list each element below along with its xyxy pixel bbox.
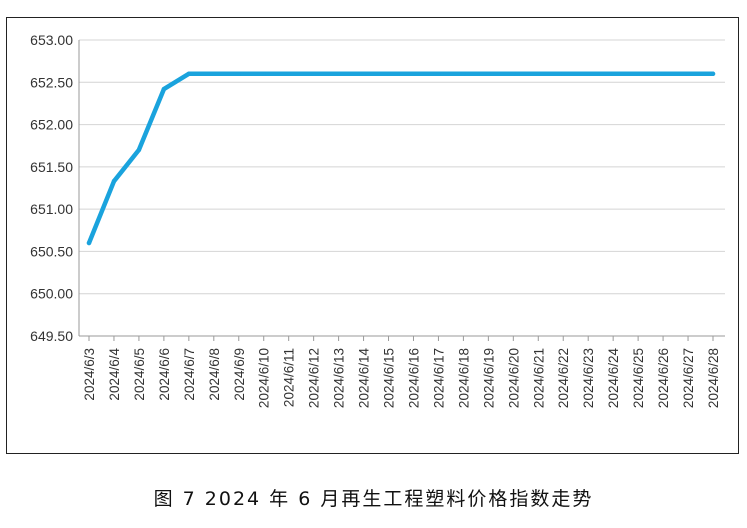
- x-tick-label: 2024/6/3: [82, 348, 97, 401]
- data-point: [86, 240, 92, 246]
- x-tick-label: 2024/6/7: [182, 348, 197, 401]
- data-point: [610, 71, 616, 77]
- x-tick-label: 2024/6/10: [257, 348, 272, 408]
- line-chart: 653.00 652.50 652.00 651.50 651.00 650.50 650.…: [30, 32, 725, 409]
- data-point: [536, 71, 541, 77]
- y-tick-label: 652.50: [30, 74, 73, 90]
- x-tick-label: 2024/6/22: [556, 348, 571, 408]
- x-tick-label: 2024/6/6: [157, 348, 172, 401]
- y-tick-label: 649.50: [30, 328, 73, 344]
- y-tick-label: 651.50: [30, 159, 73, 175]
- data-point: [461, 71, 466, 77]
- x-tick-label: 2024/6/17: [431, 348, 446, 408]
- x-tick-label: 2024/6/27: [681, 348, 696, 408]
- data-point: [186, 71, 192, 77]
- x-tick-label: 2024/6/4: [107, 348, 122, 401]
- data-point: [436, 71, 441, 77]
- data-point: [710, 71, 716, 77]
- x-tick-label: 2024/6/23: [581, 348, 596, 408]
- figure-caption: 图 7 2024 年 6 月再生工程塑料价格指数走势: [153, 488, 594, 510]
- data-point: [161, 86, 167, 92]
- series-line: [86, 71, 716, 246]
- x-tick-label: 2024/6/19: [481, 348, 496, 408]
- x-tick-label: 2024/6/21: [531, 348, 546, 408]
- data-point: [361, 71, 366, 77]
- x-tick-label: 2024/6/14: [357, 348, 372, 409]
- data-point: [685, 71, 691, 77]
- data-point: [211, 71, 216, 77]
- x-tick-label: 2024/6/11: [282, 348, 297, 407]
- data-point: [336, 71, 341, 77]
- x-tick-label: 2024/6/25: [631, 348, 646, 408]
- data-point: [311, 71, 316, 77]
- chart-frame: 653.00 652.50 652.00 651.50 651.00 650.50 650.…: [6, 17, 739, 454]
- data-point: [486, 71, 491, 77]
- x-tick-label: 2024/6/15: [382, 348, 397, 408]
- x-tick-label: 2024/6/16: [406, 348, 421, 408]
- x-tick-label: 2024/6/5: [132, 348, 147, 401]
- y-tick-label: 650.00: [30, 286, 73, 302]
- x-tick-label: 2024/6/12: [307, 348, 322, 408]
- data-point: [586, 71, 591, 77]
- x-tick-label: 2024/6/26: [656, 348, 671, 408]
- data-point: [261, 71, 266, 77]
- x-tick-label: 2024/6/28: [706, 348, 721, 408]
- x-tick-label: 2024/6/18: [456, 348, 471, 408]
- data-point: [286, 71, 291, 77]
- x-tick-label: 2024/6/9: [232, 348, 247, 401]
- x-tick-label: 2024/6/24: [606, 348, 621, 409]
- y-tick-label: 650.50: [30, 243, 73, 259]
- x-tick-label: 2024/6/13: [332, 348, 347, 408]
- data-point: [511, 71, 516, 77]
- x-tick-label: 2024/6/20: [506, 348, 521, 408]
- data-point: [660, 71, 666, 77]
- data-point: [111, 179, 117, 184]
- data-point: [386, 71, 391, 77]
- y-tick-label: 653.00: [30, 32, 73, 48]
- data-point: [635, 71, 641, 77]
- data-point: [136, 147, 142, 153]
- x-tick-label: 2024/6/8: [207, 348, 222, 401]
- y-tick-label: 651.00: [30, 201, 73, 217]
- y-tick-label: 652.00: [30, 117, 73, 133]
- data-point: [561, 71, 566, 77]
- data-point: [411, 71, 416, 77]
- data-point: [236, 71, 241, 77]
